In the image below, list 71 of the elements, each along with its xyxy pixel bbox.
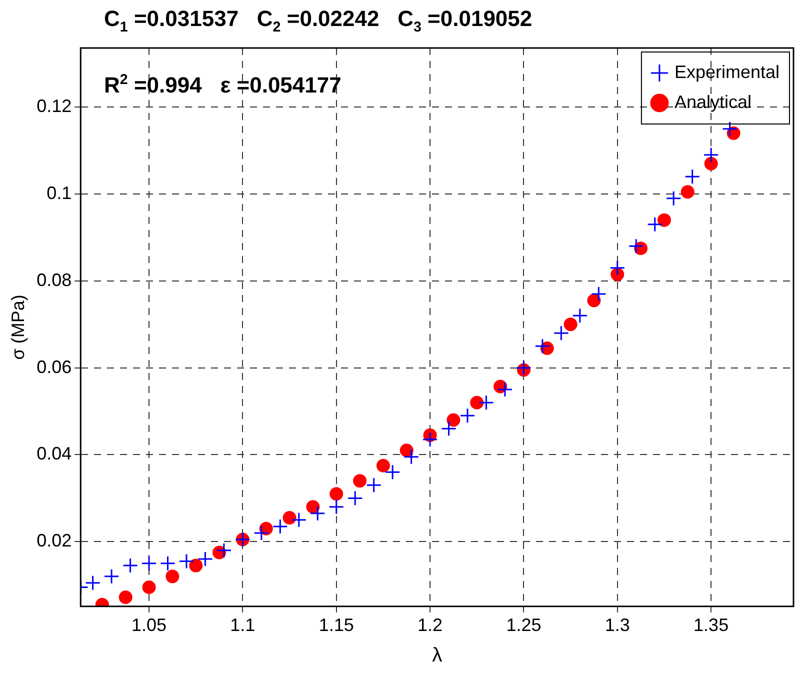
point xyxy=(422,432,438,448)
point xyxy=(353,474,367,488)
point xyxy=(118,590,132,604)
point xyxy=(197,551,213,567)
chart-title: C$_{1}$ =0.031537 C$_{2}$ =0.02242 C$_{3}$ =0.019052 xyxy=(104,6,532,36)
point xyxy=(470,396,484,410)
x-tick-label: 1.25 xyxy=(506,615,542,636)
point xyxy=(328,499,344,515)
y-tick-label: 0.06 xyxy=(36,356,72,377)
point xyxy=(478,394,494,410)
point xyxy=(104,568,120,584)
point xyxy=(254,525,270,541)
point xyxy=(384,464,400,480)
point xyxy=(460,408,476,424)
point xyxy=(310,506,326,522)
point xyxy=(404,449,420,465)
annotation: R$^{2}$ =0.994 ε =0.054177 xyxy=(104,72,342,98)
y-tick-label: 0.1 xyxy=(46,182,72,203)
point xyxy=(722,121,738,137)
point xyxy=(347,490,363,506)
legend-label: Experimental xyxy=(674,62,780,82)
point xyxy=(400,444,414,458)
point xyxy=(553,325,569,341)
point xyxy=(534,338,550,354)
point xyxy=(141,556,157,572)
legend-label: Analytical xyxy=(674,92,752,112)
point xyxy=(291,512,307,528)
point xyxy=(684,168,700,184)
point xyxy=(216,542,232,558)
point xyxy=(330,487,344,501)
point xyxy=(666,190,682,206)
point xyxy=(628,238,644,254)
point xyxy=(122,558,138,574)
point xyxy=(376,458,390,472)
x-tick-label: 1.15 xyxy=(318,615,354,636)
point xyxy=(178,553,194,569)
point xyxy=(441,420,457,436)
point xyxy=(160,556,176,572)
y-tick-label: 0.04 xyxy=(36,444,72,464)
point xyxy=(189,558,203,572)
point xyxy=(446,413,460,427)
point xyxy=(610,268,624,282)
point xyxy=(590,286,606,302)
x-tick-label: 1.05 xyxy=(131,615,167,636)
point xyxy=(282,511,296,524)
x-tick-label: 1.2 xyxy=(418,615,443,636)
y-axis-title: σ (MPa) xyxy=(8,294,28,360)
x-tick-label: 1.1 xyxy=(230,615,256,636)
point xyxy=(272,518,288,534)
point xyxy=(142,580,156,594)
point xyxy=(564,318,578,332)
point xyxy=(647,216,663,232)
point xyxy=(587,294,601,308)
point xyxy=(572,308,588,324)
point xyxy=(703,147,719,163)
point xyxy=(85,575,101,591)
y-tick-label: 0.12 xyxy=(36,96,72,116)
point xyxy=(680,185,694,199)
point xyxy=(657,213,671,227)
point xyxy=(366,477,382,493)
point xyxy=(306,500,320,514)
point xyxy=(704,156,718,170)
x-tick-label: 1.35 xyxy=(694,615,729,636)
point xyxy=(516,360,532,376)
x-tick-label: 1.3 xyxy=(604,615,630,636)
point xyxy=(166,570,180,584)
y-tick-label: 0.08 xyxy=(36,270,72,290)
point xyxy=(497,382,513,398)
y-tick-label: 0.02 xyxy=(36,530,72,551)
point xyxy=(610,260,626,276)
x-axis-title: λ xyxy=(432,644,442,667)
